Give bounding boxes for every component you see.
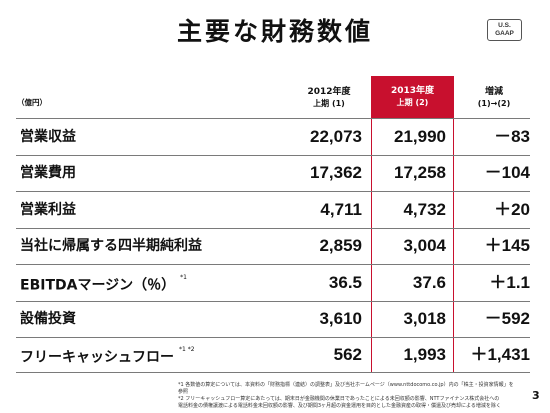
row-label: 営業費用: [20, 165, 76, 181]
value-change: ＋20: [494, 200, 530, 219]
row-divider: [16, 301, 530, 302]
row-label: 営業収益: [20, 129, 76, 145]
row-divider: [16, 264, 530, 265]
value-fy2013: 21,990: [394, 127, 446, 146]
value-change: ＋1.1: [489, 273, 530, 292]
page-title: 主要な財務数値: [176, 17, 373, 46]
footnotes: *1 各数値の算定については、本資料の「財務指標（連結）の調整表」及び当社ホーム…: [178, 382, 518, 410]
column-header-label: 2012年度: [307, 87, 351, 97]
column-header-fy2013: 2013年度 上期 (2): [371, 76, 454, 118]
badge-line-1: U.S.: [498, 22, 511, 29]
value-change: －592: [484, 309, 530, 328]
table-row: 営業利益 4,711 4,732 ＋20: [0, 195, 550, 225]
row-label: 設備投資: [20, 311, 76, 327]
table-row: 当社に帰属する四半期純利益 2,859 3,004 ＋145: [0, 231, 550, 261]
column-header-sub: (1)→(2): [477, 99, 511, 108]
column-header-label: 2013年度: [390, 86, 435, 96]
value-change: －83: [494, 127, 530, 146]
unit-label: （億円）: [17, 98, 47, 107]
column-header-sub: 上期 (2): [396, 98, 429, 107]
row-label: フリーキャッシュフロー*1 *2: [20, 346, 195, 366]
badge-line-2: GAAP: [495, 30, 514, 37]
row-divider: [16, 191, 530, 192]
row-label: 当社に帰属する四半期純利益: [20, 238, 202, 254]
page-number: 3: [532, 389, 540, 402]
table-row: 営業費用 17,362 17,258 －104: [0, 158, 550, 188]
value-change: －104: [484, 163, 530, 182]
footnote-ref: *1: [180, 274, 187, 281]
value-change: ＋145: [484, 236, 530, 255]
value-fy2013: 37.6: [412, 273, 446, 292]
column-header-change: 増減 (1)→(2): [458, 82, 530, 114]
footnote-1: *1 各数値の算定については、本資料の「財務指標（連結）の調整表」及び当社ホーム…: [178, 382, 514, 395]
us-gaap-badge: U.S. GAAP: [487, 19, 522, 41]
value-fy2012: 17,362: [310, 163, 362, 182]
value-fy2012: 4,711: [320, 200, 362, 219]
value-fy2012: 3,610: [319, 309, 362, 328]
value-fy2012: 562: [333, 345, 362, 364]
highlight-column-border: [371, 118, 454, 372]
table-bottom-divider: [16, 372, 530, 373]
row-divider: [16, 228, 530, 229]
row-divider: [16, 155, 530, 156]
table-row: EBITDAマージン（％）*1 36.5 37.6 ＋1.1: [0, 268, 550, 298]
column-header-fy2012: 2012年度 上期 (1): [291, 82, 367, 114]
value-fy2013: 17,258: [394, 163, 446, 182]
value-fy2012: 2,859: [319, 236, 362, 255]
row-label: EBITDAマージン（％）*1: [20, 274, 187, 294]
row-label: 営業利益: [20, 202, 76, 218]
value-fy2013: 3,004: [403, 236, 446, 255]
value-change: ＋1,431: [470, 345, 530, 364]
table-row: フリーキャッシュフロー*1 *2 562 1,993 ＋1,431: [0, 340, 550, 370]
value-fy2012: 36.5: [328, 273, 362, 292]
footnote-ref: *1 *2: [179, 346, 195, 353]
row-divider: [16, 337, 530, 338]
column-header-sub: 上期 (1): [313, 99, 345, 108]
footnote-3: 電話料金の債権譲渡による電話料金未回収額の影響、及び期間3ヶ月超の資金運用を目的…: [178, 403, 501, 409]
column-header-label: 増減: [484, 87, 503, 97]
table-row: 営業収益 22,073 21,990 －83: [0, 122, 550, 152]
header-divider: [16, 118, 530, 119]
footnote-2: *2 フリーキャッシュフロー算定にあたっては、期末日が金融機関の休業日であったこ…: [178, 396, 500, 402]
value-fy2013: 4,732: [403, 200, 446, 219]
table-row: 設備投資 3,610 3,018 －592: [0, 304, 550, 334]
value-fy2013: 3,018: [403, 309, 446, 328]
value-fy2013: 1,993: [403, 345, 446, 364]
value-fy2012: 22,073: [310, 127, 362, 146]
